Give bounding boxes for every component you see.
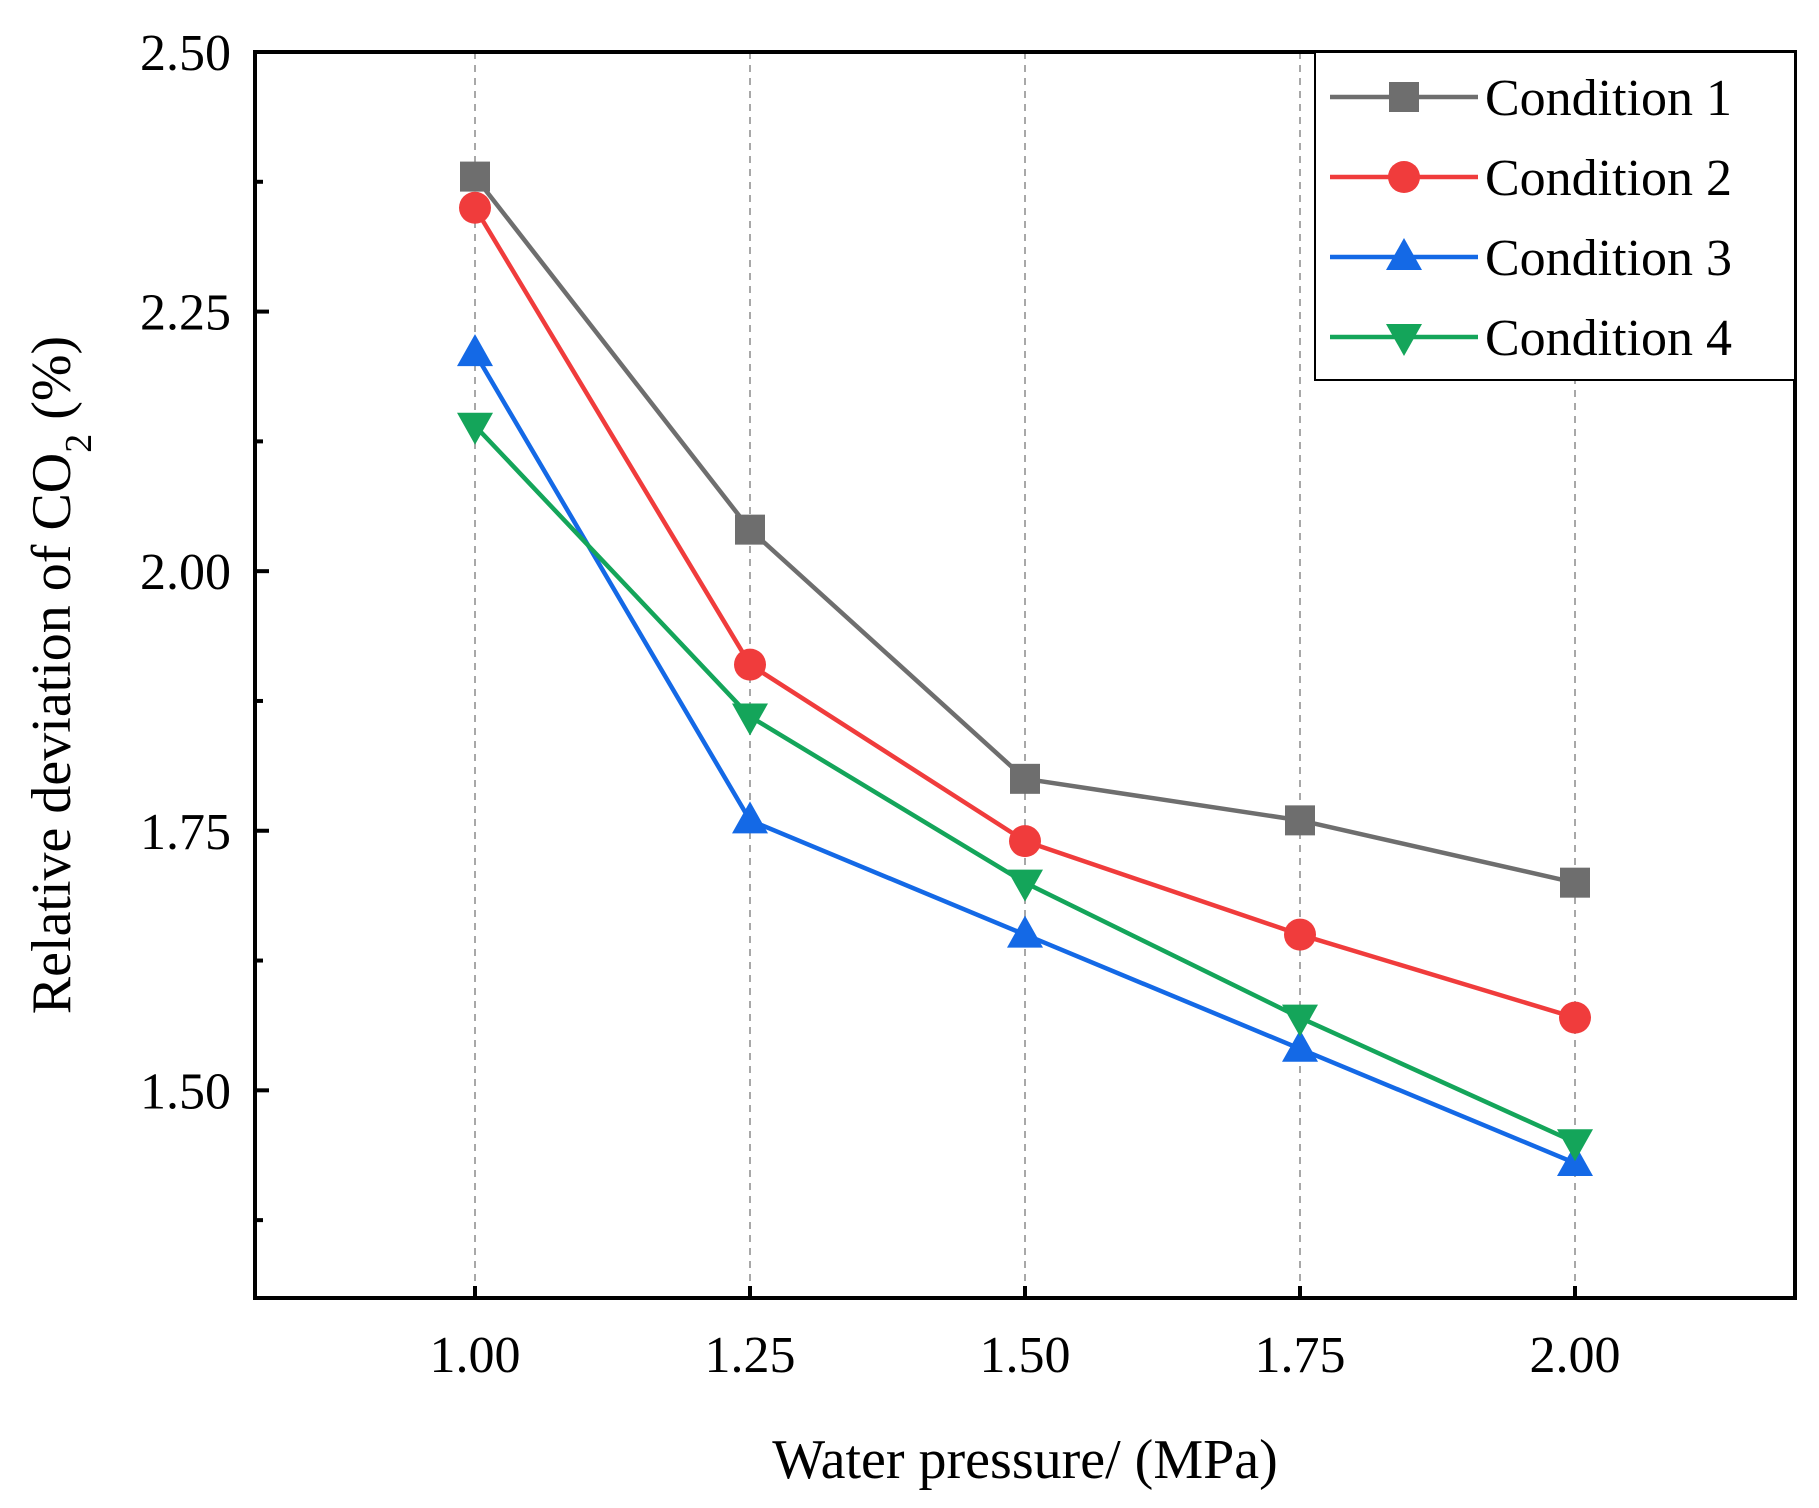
x-tick-label-4: 2.00 bbox=[1530, 1327, 1621, 1384]
x-tick-label-2: 1.50 bbox=[980, 1327, 1071, 1384]
legend-entry-condition-2: Condition 2 bbox=[1330, 150, 1732, 207]
data-point-condition-3-3 bbox=[1282, 1029, 1318, 1062]
series-condition-4 bbox=[457, 412, 1593, 1162]
axes: 1.00 1.25 1.50 1.75 2.00 1.50 1.75 2.00 2.25 2.50 bbox=[140, 25, 1621, 1384]
y-tick-label-4: 2.50 bbox=[140, 25, 231, 82]
legend-label-condition-4: Condition 4 bbox=[1485, 310, 1732, 367]
data-point-condition-2-1 bbox=[734, 648, 766, 681]
data-point-condition-4-3 bbox=[1282, 1004, 1318, 1037]
legend-marker-condition-2 bbox=[1388, 161, 1420, 193]
data-point-condition-4-0 bbox=[457, 412, 493, 445]
legend-marker-condition-4 bbox=[1386, 324, 1422, 356]
series-layer bbox=[457, 161, 1593, 1177]
legend-marker-condition-1 bbox=[1389, 82, 1419, 112]
data-point-condition-1-1 bbox=[735, 514, 765, 545]
legend: Condition 1 Condition 2 Condition 3 Conditi… bbox=[1314, 51, 1796, 381]
data-point-condition-2-0 bbox=[459, 191, 491, 224]
x-tick-label-3: 1.75 bbox=[1255, 1327, 1346, 1384]
y-tick-label-3: 2.25 bbox=[140, 285, 231, 342]
data-point-condition-4-1 bbox=[732, 703, 768, 736]
y-axis-label-subscript: 2 bbox=[58, 434, 100, 453]
data-point-condition-4-4 bbox=[1557, 1129, 1593, 1162]
legend-label-condition-2: Condition 2 bbox=[1485, 150, 1732, 207]
data-point-condition-1-0 bbox=[460, 161, 490, 192]
legend-entry-condition-3: Condition 3 bbox=[1330, 230, 1732, 287]
data-point-condition-2-4 bbox=[1559, 1001, 1591, 1034]
y-tick-label-2: 2.00 bbox=[140, 544, 231, 601]
x-axis-label: Water pressure/ (MPa) bbox=[772, 1429, 1278, 1491]
data-point-condition-3-2 bbox=[1007, 915, 1043, 948]
data-point-condition-3-1 bbox=[732, 801, 768, 834]
data-point-condition-2-3 bbox=[1284, 918, 1316, 951]
y-tick-label-1: 1.75 bbox=[140, 804, 231, 861]
data-point-condition-3-0 bbox=[457, 334, 493, 367]
series-condition-1 bbox=[460, 161, 1590, 898]
legend-entry-condition-1: Condition 1 bbox=[1330, 70, 1732, 127]
legend-label-condition-1: Condition 1 bbox=[1485, 70, 1732, 127]
legend-label-condition-3: Condition 3 bbox=[1485, 230, 1732, 287]
y-axis-label-prefix: Relative deviation of CO bbox=[21, 453, 83, 1014]
series-condition-2 bbox=[459, 191, 1591, 1034]
y-axis-label: Relative deviation of CO2 (%) bbox=[21, 336, 100, 1014]
data-point-condition-1-3 bbox=[1285, 805, 1315, 836]
y-axis-label-suffix: (%) bbox=[21, 336, 83, 434]
x-tick-label-0: 1.00 bbox=[430, 1327, 521, 1384]
y-tick-label-0: 1.50 bbox=[140, 1063, 231, 1120]
data-point-condition-1-2 bbox=[1010, 763, 1040, 794]
legend-entry-condition-4: Condition 4 bbox=[1330, 310, 1732, 367]
x-tick-label-1: 1.25 bbox=[705, 1327, 796, 1384]
data-point-condition-2-2 bbox=[1009, 825, 1041, 858]
legend-marker-condition-3 bbox=[1386, 238, 1422, 270]
data-point-condition-1-4 bbox=[1560, 867, 1590, 898]
data-point-condition-4-2 bbox=[1007, 869, 1043, 902]
